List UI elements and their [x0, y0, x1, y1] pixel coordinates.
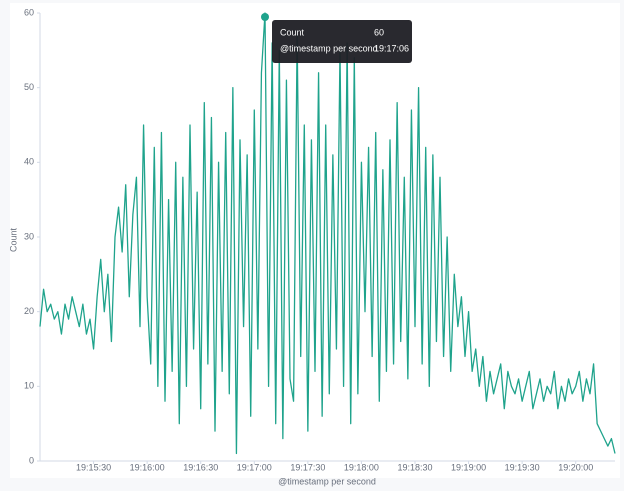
y-tick-label: 50 [24, 82, 34, 92]
x-tick-label: 19:20:00 [558, 462, 593, 472]
x-tick-label: 19:16:30 [183, 462, 218, 472]
y-tick-label: 60 [24, 7, 34, 17]
data-line [39, 12, 616, 455]
x-tick-label: 19:19:30 [505, 462, 540, 472]
y-tick-label: 40 [24, 157, 34, 167]
tooltip-value: 60 [374, 27, 384, 37]
panel [10, 3, 620, 478]
tooltip-key: Count [280, 27, 305, 37]
tooltip-key: @timestamp per second [280, 43, 378, 53]
x-tick-label: 19:18:00 [344, 462, 379, 472]
hover-point [261, 13, 269, 21]
x-tick-label: 19:15:30 [76, 462, 111, 472]
x-tick-label: 19:16:00 [130, 462, 165, 472]
x-tick-label: 19:17:30 [290, 462, 325, 472]
y-tick-label: 20 [24, 306, 34, 316]
y-tick-label: 10 [24, 381, 34, 391]
y-tick-label: 30 [24, 231, 34, 241]
x-tick-label: 19:18:30 [397, 462, 432, 472]
x-tick-label: 19:19:00 [451, 462, 486, 472]
tooltip-box [272, 20, 412, 63]
tooltip-value: 19:17:06 [374, 43, 409, 53]
y-tick-label: 0 [29, 455, 34, 465]
y-axis-title: Count [8, 228, 18, 253]
x-axis-title: @timestamp per second [278, 476, 376, 486]
x-tick-label: 19:17:00 [237, 462, 272, 472]
